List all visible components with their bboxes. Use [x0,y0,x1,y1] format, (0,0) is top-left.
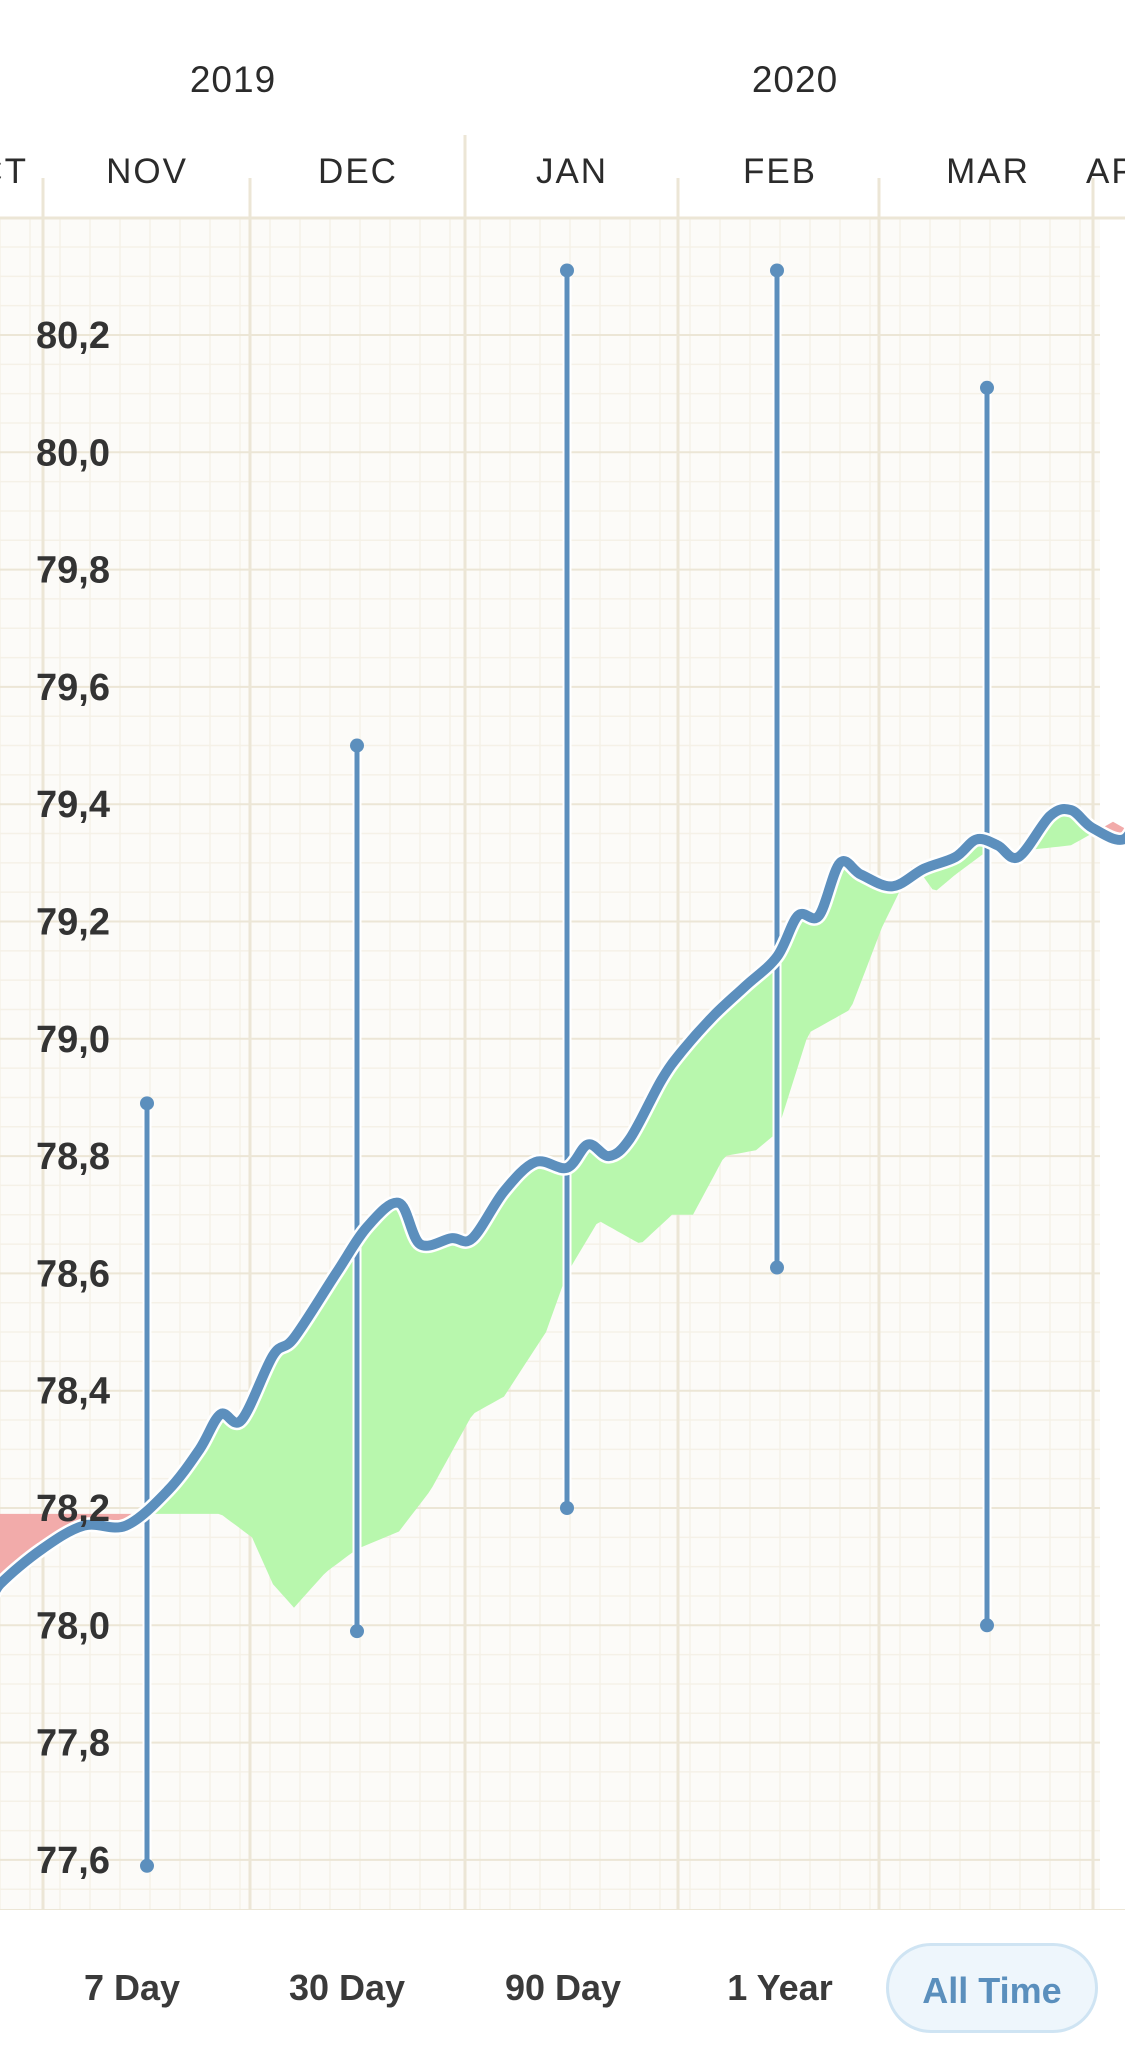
range-7-day-button[interactable]: 7 Day [83,1967,181,2008]
gain-area [919,840,1008,891]
month-label: MAR [946,152,1030,191]
range-90-day-button[interactable]: 90 Day [504,1967,622,2008]
year-label: 2019 [190,59,276,100]
axis-labels: 2019 2020 OCT NOV DEC JAN FEB MAR APR 80,2 80,0 79,… [0,59,1125,1882]
weight-line [0,801,1125,1598]
range-bar-low-point [980,1618,994,1633]
month-label: APR [1086,152,1125,191]
y-tick-label: 78,6 [36,1253,110,1295]
year-label: 2020 [752,59,838,100]
month-label: JAN [536,152,608,191]
month-label: FEB [743,152,817,191]
plot-background [0,218,1100,1910]
monthly-range-bars [140,263,994,1873]
month-label: OCT [0,152,28,191]
y-tick-label: 80,2 [36,315,110,357]
y-tick-label: 80,0 [36,432,110,474]
month-label: NOV [106,152,188,191]
range-all-time-button[interactable]: All Time [886,1943,1098,2033]
y-tick-label: 77,6 [36,1840,110,1882]
range-bar-high-point [350,738,364,753]
range-bar-low-point [350,1624,364,1639]
range-bar-high-point [140,1096,154,1111]
range-bar-high-point [770,263,784,278]
loss-area [0,1513,139,1585]
range-30-day-button[interactable]: 30 Day [288,1967,406,2008]
y-tick-label: 78,4 [36,1371,110,1413]
range-bar-low-point [770,1260,784,1275]
range-bar-low-point [560,1501,574,1515]
grid [0,135,1125,1910]
range-bar-high-point [980,380,994,395]
weight-chart: 2019 2020 OCT NOV DEC JAN FEB MAR APR 80,2 80,0 79,… [0,59,1125,1910]
weight-line-path [0,804,1125,1593]
range-bar-low-point [140,1858,154,1873]
y-tick-label: 79,6 [36,667,110,709]
y-tick-label: 79,2 [36,902,110,944]
range-bar-high-point [560,263,574,278]
y-tick-label: 79,0 [36,1019,110,1061]
gain-area [142,862,904,1608]
y-tick-label: 77,8 [36,1723,110,1765]
month-label: DEC [318,152,398,191]
y-tick-label: 78,0 [36,1605,110,1647]
y-tick-label: 78,2 [36,1488,110,1530]
y-tick-label: 79,4 [36,784,110,826]
y-tick-label: 78,8 [36,1136,110,1178]
range-1-year-button[interactable]: 1 Year [727,1967,833,2008]
time-range-selector: 7 Day 30 Day 90 Day 1 Year All Time [0,1910,1125,2056]
y-tick-label: 79,8 [36,550,110,592]
